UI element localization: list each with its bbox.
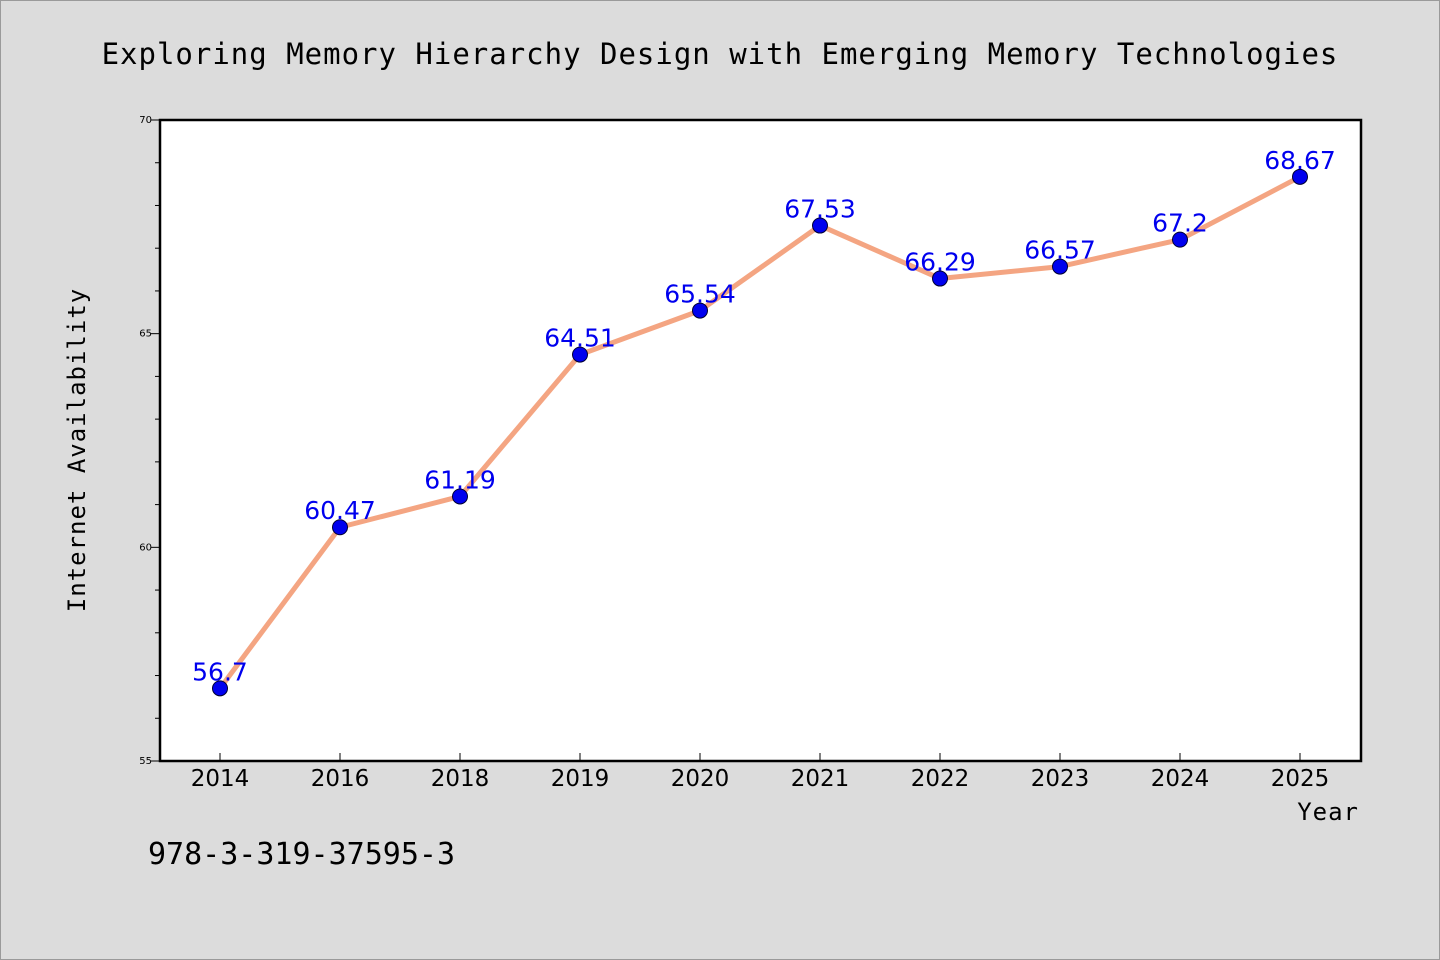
y-tick-label: 60 [139,542,152,553]
data-label: 66.29 [904,248,976,277]
data-label: 68.67 [1264,146,1336,175]
data-label: 65.54 [664,280,736,309]
x-tick-label: 2022 [911,766,970,792]
plot-area [160,120,1361,761]
data-labels: 56.7 60.47 61.19 64.51 65.54 67.53 66.29 66.57 6… [192,146,1336,687]
series-line [217,174,1303,691]
x-tick-label: 2018 [431,766,490,792]
x-axis-label: Year [1297,798,1359,826]
data-point [932,270,948,287]
footnote-id: 978-3-319-37595-3 [148,837,455,872]
data-point [1172,231,1188,248]
y-tick-label: 55 [139,756,152,767]
data-label: 64.51 [544,324,616,353]
data-point [1292,168,1308,185]
y-axis-label: Internet Availability [63,288,91,612]
data-label: 61.19 [424,465,496,494]
data-label: 60.47 [304,496,376,525]
data-point [212,680,228,697]
data-markers [212,168,1308,697]
y-axis-ticks: 55 60 65 70 [139,115,160,767]
x-tick-label: 2023 [1031,766,1090,792]
x-axis-ticks: 2014 2016 2018 2019 2020 2021 2022 2023 2024 2025 [191,753,1330,792]
data-point [692,302,708,319]
x-tick-label: 2021 [791,766,850,792]
data-label: 67.2 [1152,209,1208,238]
x-tick-label: 2019 [551,766,610,792]
plot-frame [158,118,1363,763]
chart-title: Exploring Memory Hierarchy Design with E… [102,37,1339,71]
x-tick-label: 2025 [1271,766,1330,792]
y-tick-label: 70 [139,115,152,126]
data-label: 56.7 [192,657,248,686]
y-tick-label: 65 [139,329,152,340]
x-tick-label: 2024 [1151,766,1210,792]
data-point [1052,258,1068,275]
x-tick-label: 2014 [191,766,250,792]
x-tick-label: 2020 [671,766,730,792]
data-label: 66.57 [1024,236,1096,265]
data-label: 67.53 [784,195,856,224]
data-point [332,519,348,536]
data-point [572,346,588,363]
data-point [452,488,468,505]
data-point [812,217,828,234]
x-tick-label: 2016 [311,766,370,792]
